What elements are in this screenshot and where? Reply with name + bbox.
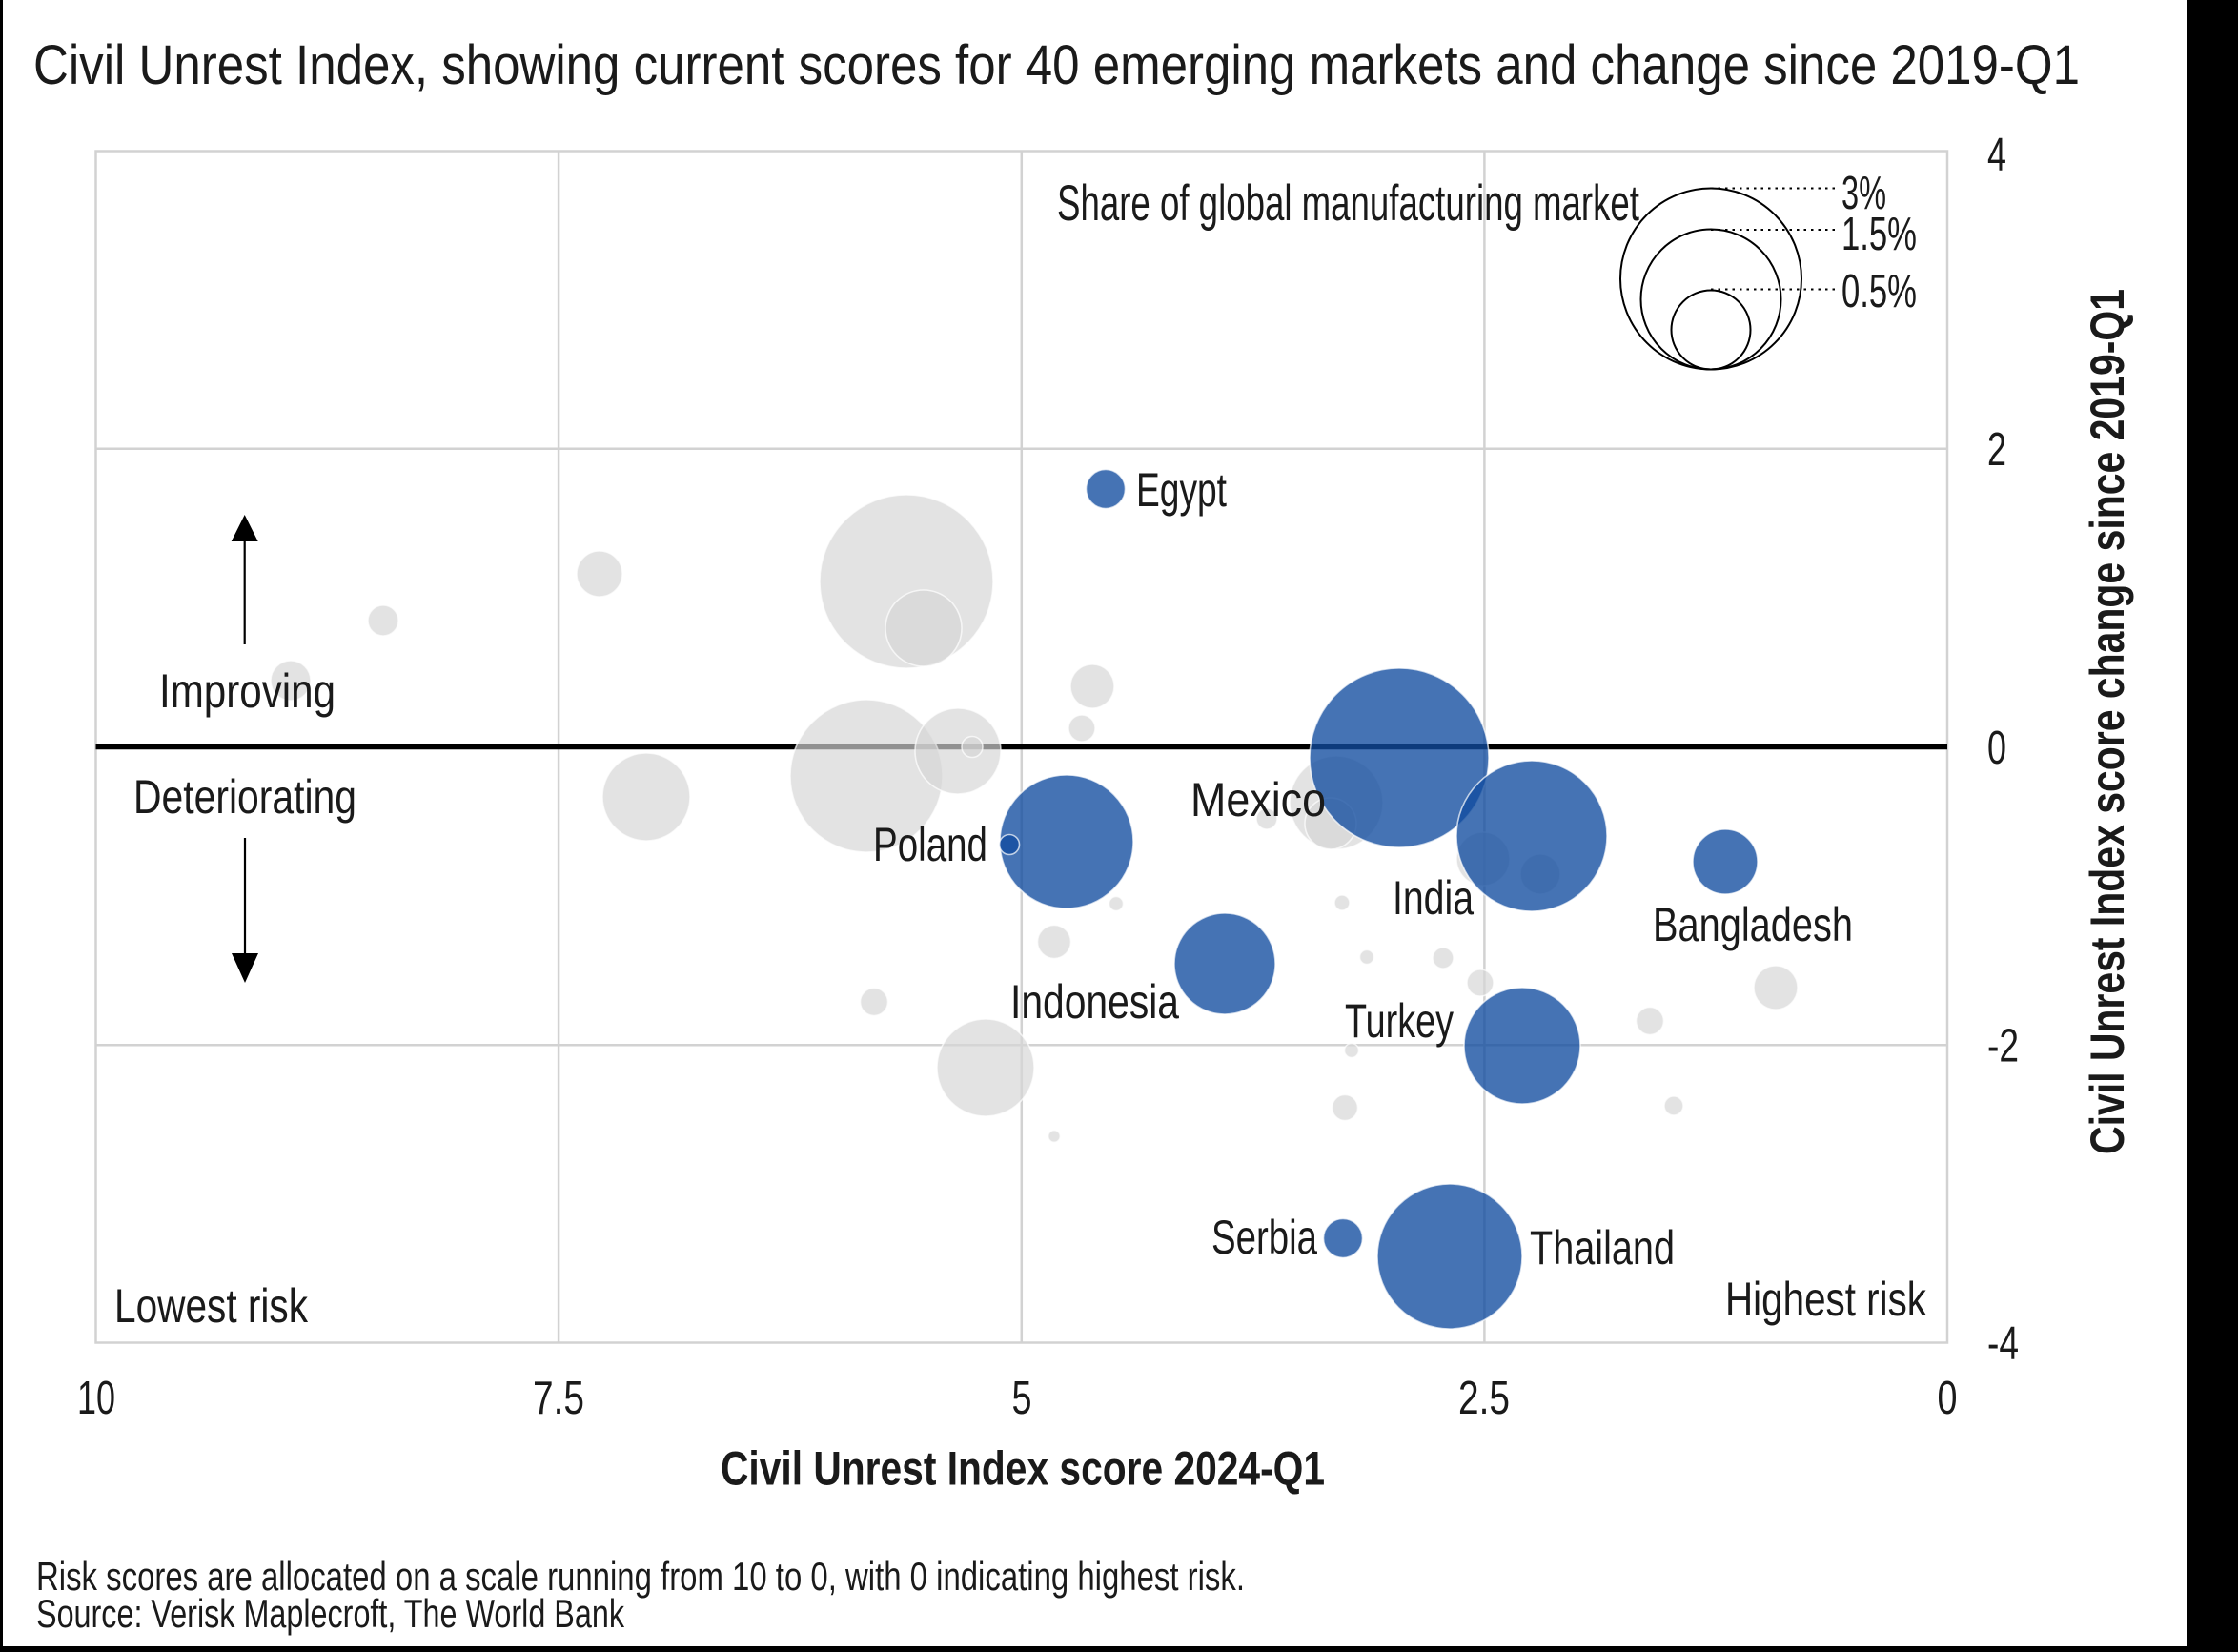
svg-text:2: 2 <box>1987 424 2006 476</box>
svg-text:3%: 3% <box>1841 168 1886 219</box>
svg-text:10: 10 <box>77 1373 115 1424</box>
svg-text:Risk scores are allocated on a: Risk scores are allocated on a scale run… <box>36 1554 1245 1599</box>
svg-text:Indonesia: Indonesia <box>1010 975 1179 1029</box>
svg-text:0: 0 <box>1938 1373 1958 1424</box>
svg-text:Egypt: Egypt <box>1136 463 1227 517</box>
svg-text:-2: -2 <box>1987 1021 2019 1072</box>
svg-text:Civil Unrest Index score chang: Civil Unrest Index score change since 20… <box>2081 289 2134 1154</box>
svg-text:5: 5 <box>1012 1373 1032 1424</box>
svg-text:Improving: Improving <box>159 664 336 718</box>
svg-text:India: India <box>1393 871 1474 925</box>
svg-text:-4: -4 <box>1987 1318 2019 1370</box>
svg-text:7.5: 7.5 <box>533 1373 584 1424</box>
svg-text:Lowest risk: Lowest risk <box>114 1279 309 1333</box>
svg-text:Civil Unrest Index, showing cu: Civil Unrest Index, showing current scor… <box>33 34 2080 96</box>
svg-text:Civil Unrest Index score 2024-: Civil Unrest Index score 2024-Q1 <box>721 1442 1325 1496</box>
svg-text:Deteriorating: Deteriorating <box>133 770 356 824</box>
svg-text:Bangladesh: Bangladesh <box>1653 898 1853 951</box>
svg-text:Serbia: Serbia <box>1211 1211 1317 1264</box>
svg-text:Source: Verisk Maplecroft, The: Source: Verisk Maplecroft, The World Ban… <box>36 1591 625 1636</box>
svg-text:4: 4 <box>1987 130 2006 181</box>
svg-text:Turkey: Turkey <box>1345 994 1454 1048</box>
svg-text:Highest risk: Highest risk <box>1725 1273 1927 1326</box>
svg-text:Mexico: Mexico <box>1190 773 1326 826</box>
svg-text:Share of global manufacturing: Share of global manufacturing market <box>1057 175 1639 232</box>
svg-text:2.5: 2.5 <box>1458 1373 1510 1424</box>
svg-text:0: 0 <box>1987 723 2006 774</box>
svg-text:Thailand: Thailand <box>1530 1221 1675 1275</box>
svg-text:Poland: Poland <box>873 818 987 871</box>
svg-text:1.5%: 1.5% <box>1841 209 1917 260</box>
svg-text:0.5%: 0.5% <box>1841 266 1917 317</box>
